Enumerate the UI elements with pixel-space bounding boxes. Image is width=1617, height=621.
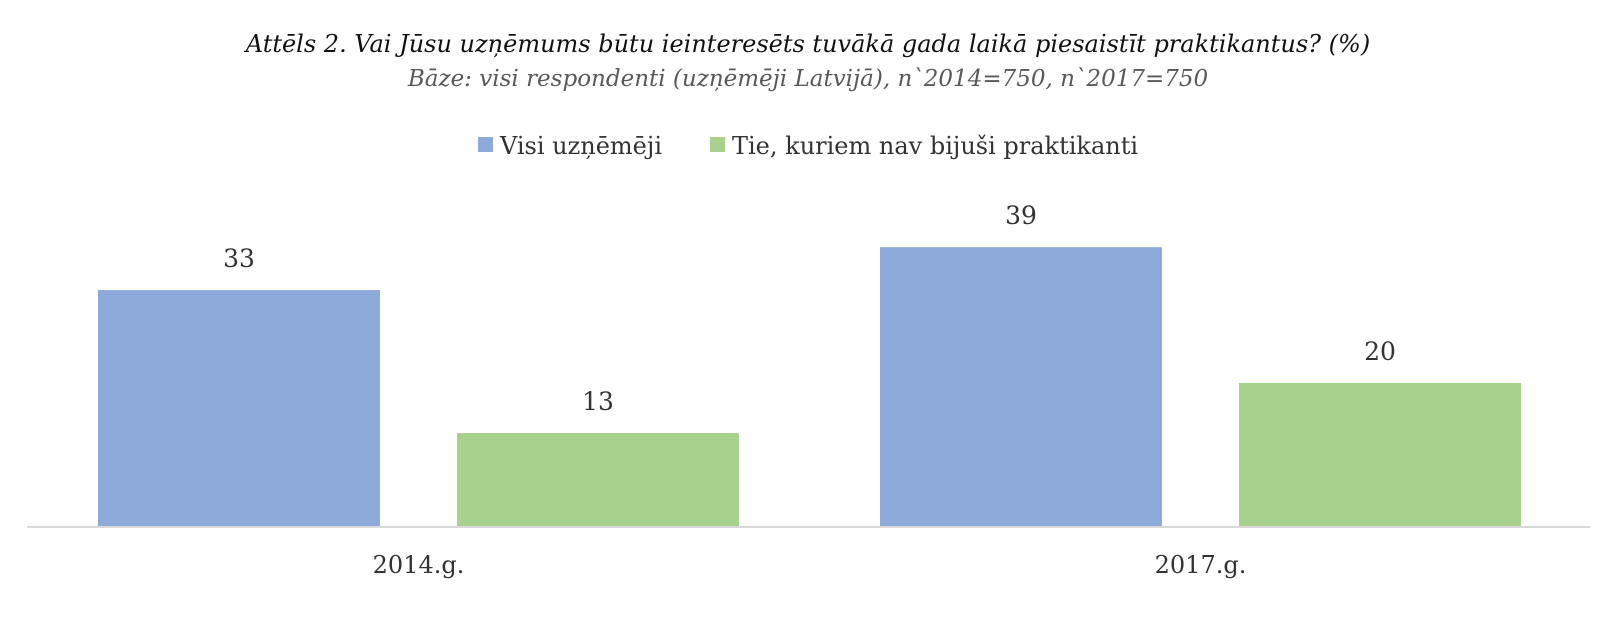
bar-2014-g-tie-kuriem-nav-bijusi-praktikanti <box>457 433 739 526</box>
chart-title: Attēls 2. Vai Jūsu uzņēmums būtu ieinter… <box>244 30 1370 58</box>
data-label-2017-g-tie-kuriem-nav-bijusi-praktikanti: 20 <box>1364 337 1396 366</box>
x-tick-label-2014-g: 2014.g. <box>373 551 465 579</box>
legend-label-tie-kuriem-nav-bijusi-praktikanti: Tie, kuriem nav bijuši praktikanti <box>732 132 1138 160</box>
legend: Visi uzņēmēji Tie, kuriem nav bijuši pra… <box>477 132 1138 160</box>
category-labels: 2014.g. 2017.g. <box>373 551 1247 579</box>
legend-label-visi-uznemeji: Visi uzņēmēji <box>499 132 662 160</box>
data-label-2014-g-tie-kuriem-nav-bijusi-praktikanti: 13 <box>582 387 614 416</box>
x-tick-label-2017-g: 2017.g. <box>1155 551 1247 579</box>
bars <box>98 247 1521 526</box>
value-labels: 33 13 39 20 <box>223 201 1396 416</box>
bar-2017-g-visi-uznemeji <box>880 247 1162 526</box>
data-label-2017-g-visi-uznemeji: 39 <box>1005 201 1037 230</box>
bar-2017-g-tie-kuriem-nav-bijusi-praktikanti <box>1239 383 1521 526</box>
chart-subtitle: Bāze: visi respondenti (uzņēmēji Latvijā… <box>407 66 1208 92</box>
legend-swatch-tie-kuriem-nav-bijusi-praktikanti <box>710 137 726 152</box>
legend-swatch-visi-uznemeji <box>477 137 493 152</box>
bar-2014-g-visi-uznemeji <box>98 290 380 526</box>
data-label-2014-g-visi-uznemeji: 33 <box>223 244 255 273</box>
